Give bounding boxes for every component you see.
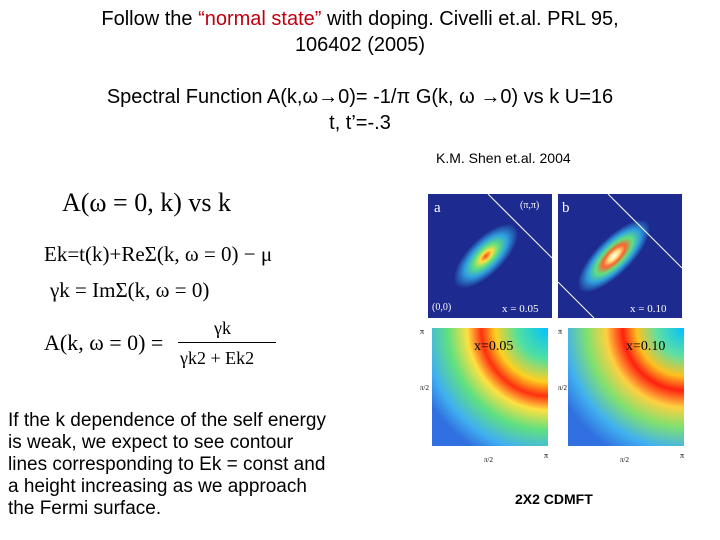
- subtitle-line2: t, t’=-.3: [329, 112, 391, 134]
- explanation-line: lines corresponding to Ek = const and: [8, 454, 326, 475]
- theory-right-label: x=0.10: [626, 339, 665, 354]
- theory-panel-right: x=0.10 π π/2 π/2 π: [558, 327, 684, 464]
- explanation-line: is weak, we expect to see contour: [8, 432, 294, 453]
- panel-b-doping: x = 0.10: [630, 303, 667, 315]
- equation-4-numerator: γk: [214, 318, 231, 338]
- cdmft-label: 2X2 CDMFT: [515, 491, 593, 507]
- panel-a-doping: x = 0.05: [502, 303, 539, 315]
- equation-4-denominator: γk2 + Ek2: [180, 348, 255, 368]
- subtitle: Spectral Function A(k,ω→0)= -1/π G(k, ω …: [20, 84, 700, 136]
- equation-1: A(ω = 0, k) vs k: [62, 188, 231, 217]
- fraction-bar: [178, 342, 276, 343]
- explanation-text: If the k dependence of the self energy i…: [8, 410, 428, 520]
- theory-left-y-mid: π/2: [420, 384, 429, 392]
- title-line1-post: with doping. Civelli et.al. PRL 95,: [321, 8, 619, 30]
- theory-left-x-right: π: [544, 451, 548, 460]
- theory-left-label: x=0.05: [474, 339, 513, 354]
- theory-right-y-mid: π/2: [558, 384, 567, 392]
- equation-4-lhs: A(k, ω = 0) =: [44, 330, 164, 355]
- equation-2: Ek=t(k)+ReΣ(k, ω = 0) − μ: [44, 242, 273, 266]
- title-line2: 106402 (2005): [294, 34, 426, 56]
- panel-a-letter: a: [434, 200, 441, 216]
- panel-a-origin: (0,0): [432, 302, 451, 313]
- explanation-line: a height increasing as we approach: [8, 476, 307, 497]
- panel-b-letter: b: [562, 200, 570, 216]
- explanation-line: the Fermi surface.: [8, 498, 162, 519]
- slide-title: Follow the “normal state” with doping. C…: [0, 6, 720, 58]
- theory-left-y-top: π: [420, 327, 424, 336]
- panel-a: a (π,π) (0,0) x = 0.05: [428, 194, 553, 318]
- explanation-line: If the k dependence of the self energy: [8, 410, 326, 431]
- theory-left-x-mid: π/2: [484, 456, 493, 464]
- theory-right-y-top: π: [558, 327, 562, 336]
- theory-panel-left: x=0.05 π π/2 π/2 π: [420, 327, 548, 464]
- panel-b: b x = 0.10: [557, 194, 683, 318]
- credit-text: K.M. Shen et.al. 2004: [436, 150, 571, 166]
- equation-3: γk = ImΣ(k, ω = 0): [50, 278, 210, 302]
- theory-panels: x=0.05 π π/2 π/2 π x=0.10 π π/2 π/2 π: [420, 327, 684, 464]
- title-highlight: “normal state”: [198, 8, 322, 30]
- theory-right-x-right: π: [680, 451, 684, 460]
- panel-a-corner: (π,π): [520, 200, 539, 211]
- theory-right-x-mid: π/2: [620, 456, 629, 464]
- subtitle-line1: Spectral Function A(k,ω→0)= -1/π G(k, ω …: [106, 86, 614, 108]
- experiment-panels: a (π,π) (0,0) x = 0.05 b x = 0.10: [428, 194, 683, 318]
- title-line1-pre: Follow the: [101, 8, 199, 30]
